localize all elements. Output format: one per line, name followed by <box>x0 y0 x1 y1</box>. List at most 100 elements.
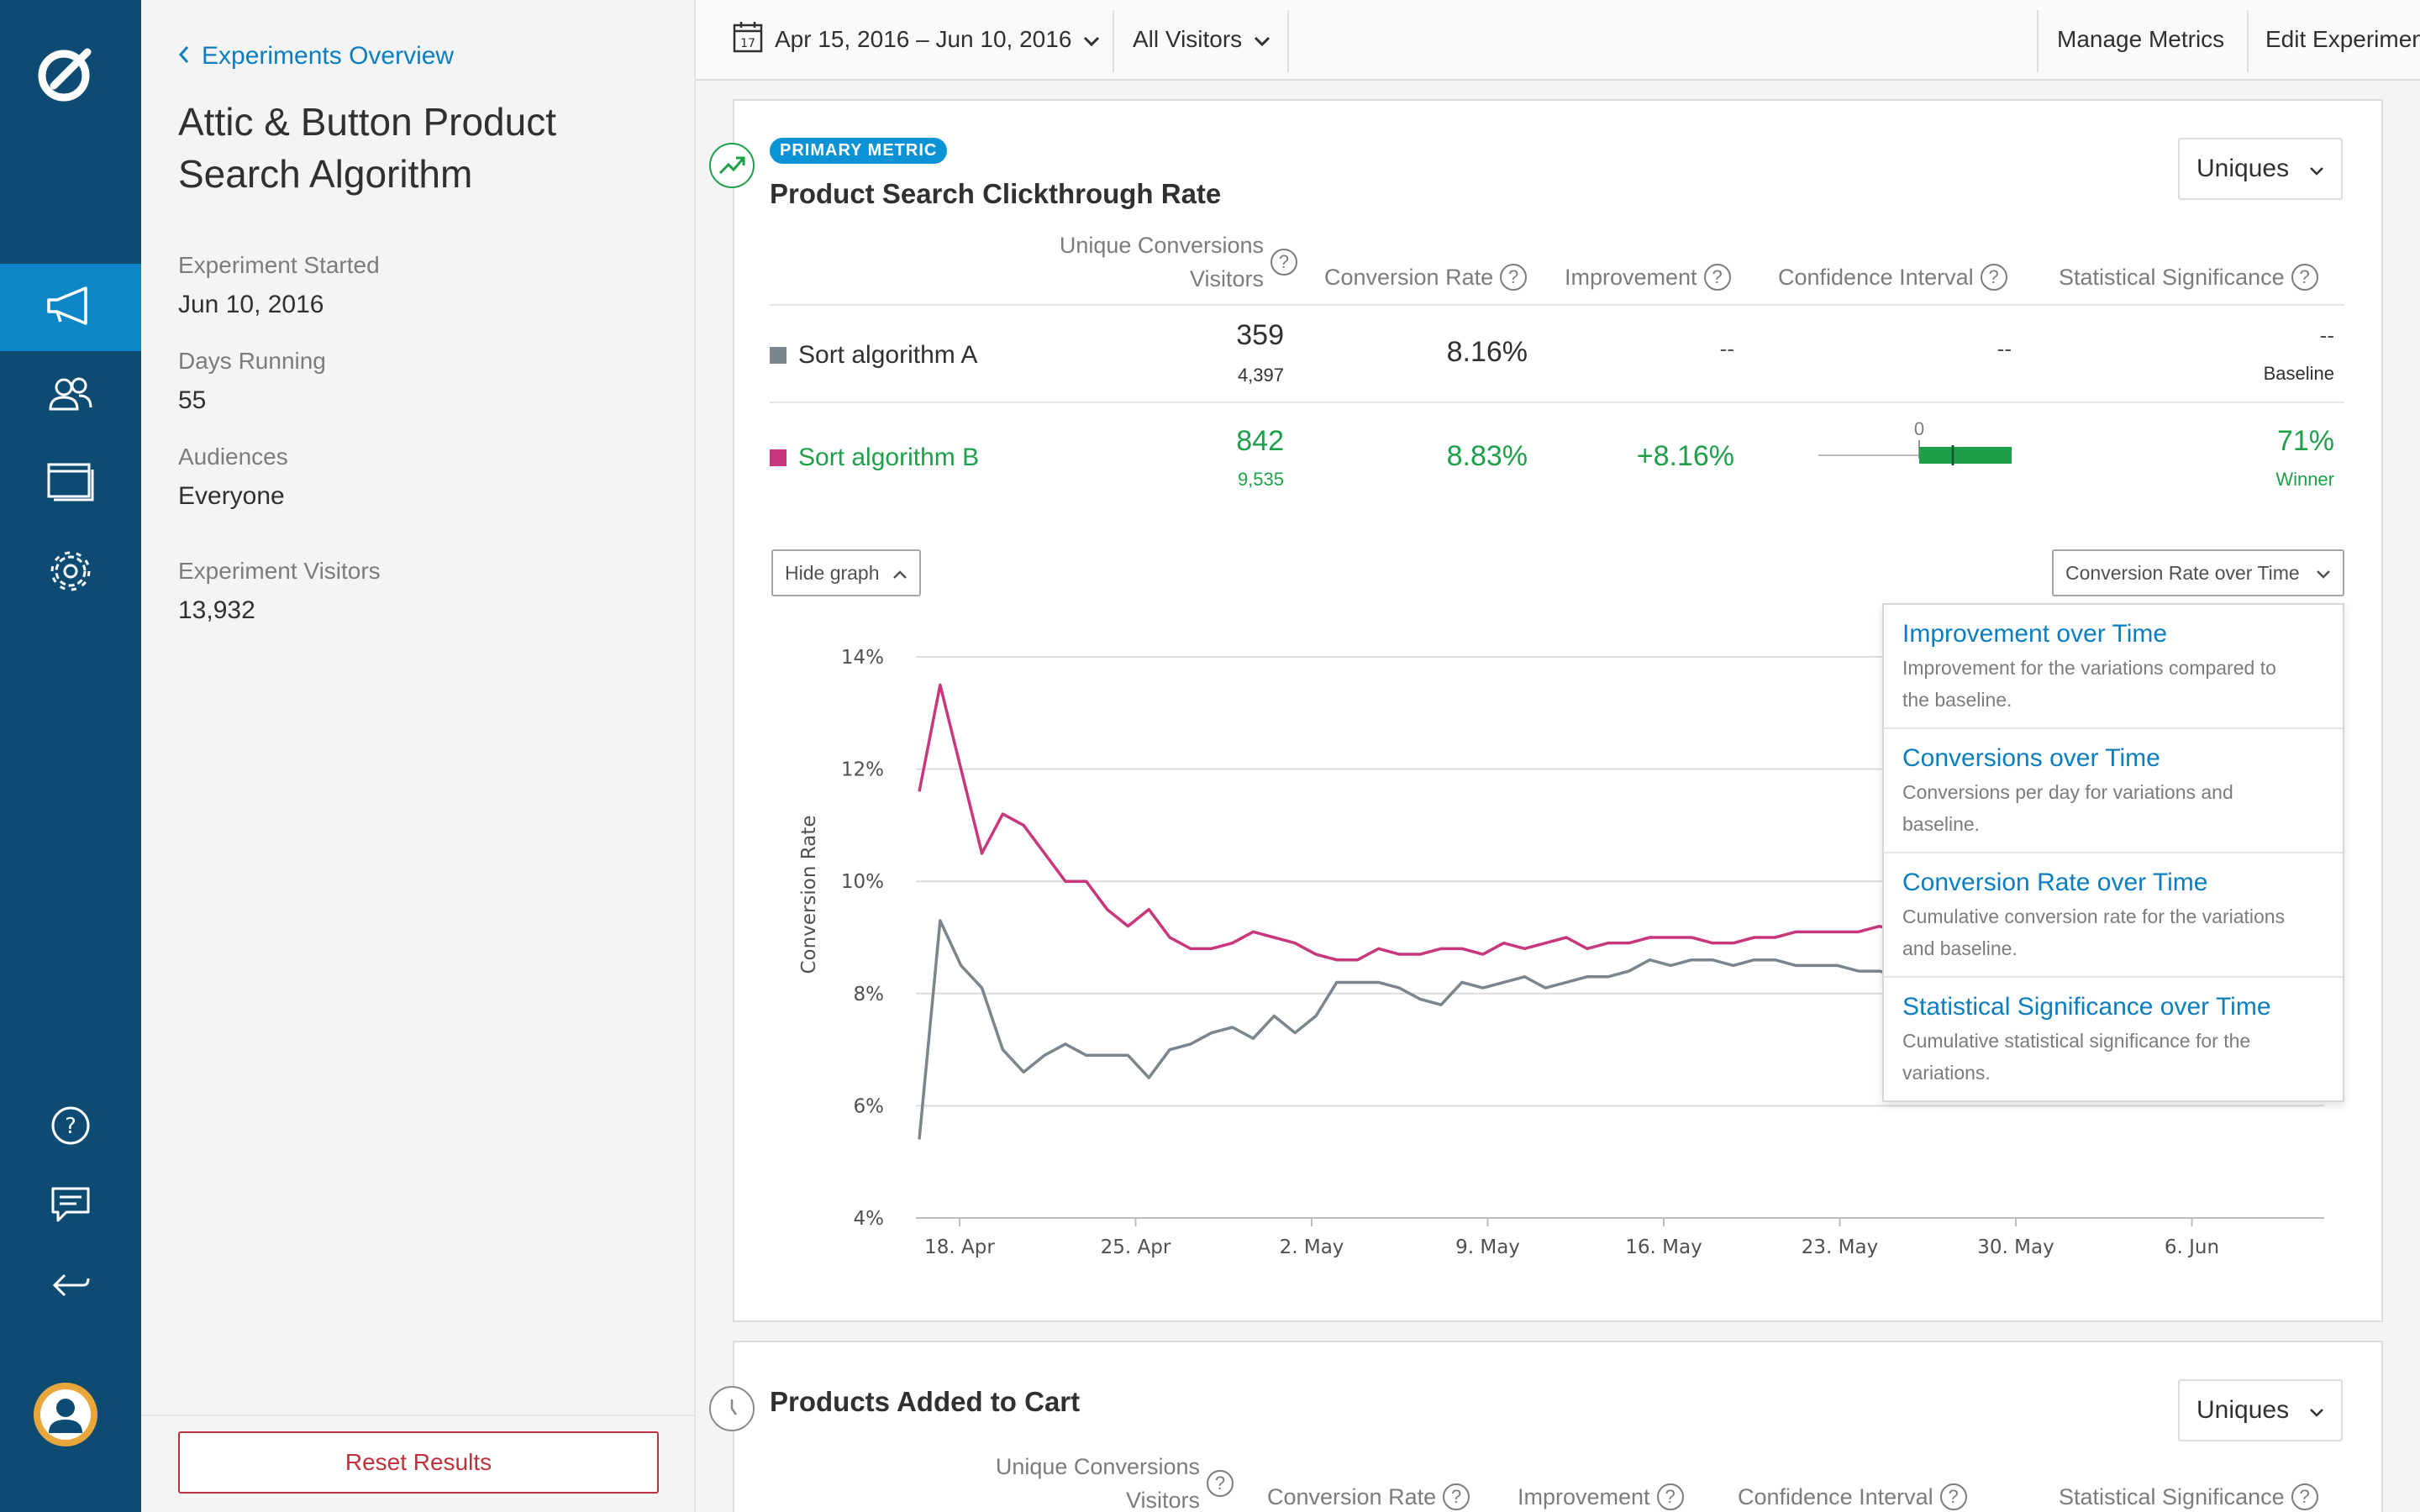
nav-audiences[interactable] <box>0 353 141 440</box>
confidence-interval-bar: 0 <box>1818 417 2020 467</box>
help-tooltip-icon[interactable]: ? <box>1207 1470 1234 1497</box>
reset-results-button[interactable]: Reset Results <box>178 1431 659 1494</box>
metric-title: Product Search Clickthrough Rate <box>770 178 1222 209</box>
column-header-conversions-line1: Unique Conversions <box>995 1454 1200 1479</box>
audience-filter-dropdown[interactable]: All Visitors <box>1133 0 1270 79</box>
menu-item-conversions-over-time[interactable]: Conversions over Time Conversions per da… <box>1884 729 2343 853</box>
y-axis-label: Conversion Rate <box>798 816 820 974</box>
column-header-confidence-interval: Confidence Interval ? <box>1738 1483 1967 1510</box>
menu-item-description-line: Improvement for the variations compared … <box>1902 657 2276 679</box>
user-avatar[interactable] <box>34 1383 97 1446</box>
help-tooltip-icon[interactable]: ? <box>1500 264 1528 291</box>
variation-color-swatch <box>770 449 786 466</box>
return-icon <box>50 1270 92 1308</box>
nav-experiments[interactable] <box>0 264 141 351</box>
field-value-audiences: Everyone <box>178 482 285 510</box>
help-tooltip-icon[interactable]: ? <box>1703 264 1731 291</box>
column-header-confidence-interval-label: Confidence Interval <box>1738 1483 1933 1509</box>
date-range-label: Apr 15, 2016 – Jun 10, 2016 <box>775 26 1072 52</box>
svg-text:17: 17 <box>740 37 755 50</box>
chevron-down-icon <box>2316 562 2331 585</box>
uniques-select[interactable]: Uniques <box>2178 138 2343 200</box>
left-nav: ? <box>0 0 141 1512</box>
menu-item-description: Cumulative conversion rate for the varia… <box>1902 900 2324 964</box>
baseline-label: Baseline <box>2263 363 2334 384</box>
help-tooltip-icon[interactable]: ? <box>1939 1483 1967 1510</box>
edit-experiment-button[interactable]: Edit Experimen <box>2265 26 2420 52</box>
column-header-conversion-rate: Conversion Rate ? <box>1267 1483 1470 1510</box>
y-tick-label: 6% <box>854 1095 885 1117</box>
field-label-started: Experiment Started <box>178 252 380 278</box>
graph-type-select[interactable]: Conversion Rate over Time <box>2052 549 2344 596</box>
column-header-confidence-interval: Confidence Interval ? <box>1778 264 2007 291</box>
help-tooltip-icon[interactable]: ? <box>2291 1483 2318 1510</box>
table-divider <box>770 304 2344 306</box>
winner-label: Winner <box>2275 469 2334 490</box>
help-tooltip-icon[interactable]: ? <box>1270 249 1297 276</box>
y-tick-label: 8% <box>854 984 885 1005</box>
column-header-conversion-rate-label: Conversion Rate <box>1324 264 1494 290</box>
nav-settings[interactable] <box>0 529 141 617</box>
table-divider <box>770 402 2344 403</box>
variation-row-b: Sort algorithm B <box>770 444 979 472</box>
y-tick-label: 12% <box>841 759 884 781</box>
column-header-conversion-rate-label: Conversion Rate <box>1267 1483 1437 1509</box>
x-tick-label: 18. Apr <box>924 1236 995 1258</box>
menu-item-description-line: Cumulative statistical significance for … <box>1902 1030 2251 1052</box>
top-bar: 17 Apr 15, 2016 – Jun 10, 2016 All Visit… <box>696 0 2420 81</box>
menu-item-title: Improvement over Time <box>1902 620 2168 648</box>
improvement-value: -- <box>1719 336 1734 361</box>
field-label-days: Days Running <box>178 348 326 374</box>
nav-return[interactable] <box>0 1245 141 1332</box>
column-header-improvement: Improvement ? <box>1518 1483 1684 1510</box>
hide-graph-label: Hide graph <box>785 561 880 584</box>
help-tooltip-icon[interactable]: ? <box>1443 1483 1470 1510</box>
interval-zero-label: 0 <box>1914 418 1924 439</box>
date-range-picker[interactable]: 17 Apr 15, 2016 – Jun 10, 2016 <box>733 0 1100 79</box>
nav-help[interactable]: ? <box>0 1084 141 1171</box>
menu-item-conversion-rate-over-time[interactable]: Conversion Rate over Time Cumulative con… <box>1884 853 2343 978</box>
menu-item-description-line: Cumulative conversion rate for the varia… <box>1902 906 2286 927</box>
improvement-value: +8.16% <box>1636 440 1734 472</box>
chevron-up-icon <box>892 562 908 585</box>
help-tooltip-icon[interactable]: ? <box>1980 264 2007 291</box>
help-icon: ? <box>50 1105 92 1151</box>
svg-text:?: ? <box>65 1114 76 1139</box>
back-link-label: Experiments Overview <box>202 42 455 70</box>
significance-value: 71% <box>2276 425 2334 457</box>
column-header-conversions-line1: Unique Conversions <box>1059 233 1264 258</box>
megaphone-icon <box>45 285 96 331</box>
x-tick-label: 2. May <box>1280 1236 1344 1258</box>
chevron-down-icon <box>2309 1396 2324 1425</box>
menu-item-description-line: Conversions per day for variations and <box>1902 781 2233 803</box>
column-header-conversion-rate: Conversion Rate ? <box>1324 264 1528 291</box>
topbar-divider <box>2037 10 2039 72</box>
hide-graph-button[interactable]: Hide graph <box>771 549 921 596</box>
experiment-title: Attic & Button Product Search Algorithm <box>178 100 557 196</box>
column-header-conversions: Unique Conversions Visitors ? <box>975 228 1297 296</box>
field-value-visitors: 13,932 <box>178 596 255 624</box>
menu-item-title: Statistical Significance over Time <box>1902 993 2271 1021</box>
optimizely-logo-icon[interactable] <box>35 42 97 104</box>
help-tooltip-icon[interactable]: ? <box>2291 264 2318 291</box>
topbar-divider <box>1113 10 1114 72</box>
trending-up-icon <box>709 143 755 188</box>
nav-pages[interactable] <box>0 438 141 526</box>
uniques-select[interactable]: Uniques <box>2178 1379 2343 1441</box>
menu-item-description-line: variations. <box>1902 1062 1991 1084</box>
help-tooltip-icon[interactable]: ? <box>1656 1483 1684 1510</box>
column-header-statistical-significance: Statistical Significance ? <box>2059 1483 2318 1510</box>
menu-item-description: Conversions per day for variations and b… <box>1902 776 2324 840</box>
menu-item-improvement-over-time[interactable]: Improvement over Time Improvement for th… <box>1884 605 2343 729</box>
y-tick-label: 4% <box>854 1208 885 1230</box>
menu-item-statistical-significance-over-time[interactable]: Statistical Significance over Time Cumul… <box>1884 978 2343 1102</box>
significance-value: -- <box>2319 323 2334 348</box>
column-header-improvement-label: Improvement <box>1565 264 1697 290</box>
manage-metrics-button[interactable]: Manage Metrics <box>2057 26 2225 52</box>
column-header-statistical-significance: Statistical Significance ? <box>2059 264 2318 291</box>
visitors-value: 9,535 <box>1237 469 1284 490</box>
experiments-overview-link[interactable]: Experiments Overview <box>178 42 454 71</box>
nav-feedback[interactable] <box>0 1163 141 1250</box>
field-label-visitors: Experiment Visitors <box>178 558 381 584</box>
topbar-divider <box>2247 10 2249 72</box>
